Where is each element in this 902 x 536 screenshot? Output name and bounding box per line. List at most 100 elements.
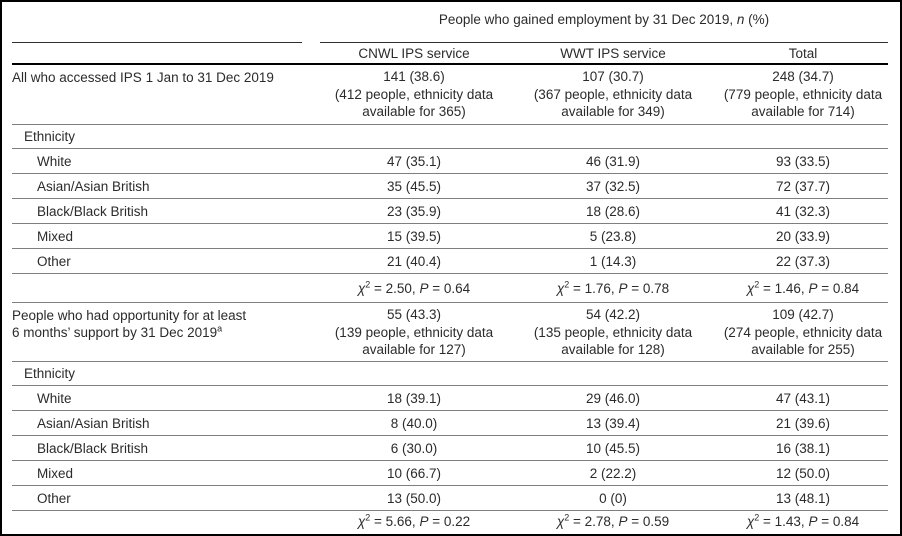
chi-square-cell: χ2 = 1.46, P = 0.84: [746, 279, 860, 296]
data-cell: 109 (42.7) (274 people, ethnicity data ava…: [723, 307, 883, 357]
table-row: Asian/Asian British 35 (45.5) 37 (32.5) 72 …: [12, 174, 888, 199]
data-cell: 93 (33.5): [775, 153, 831, 169]
row-label: Black/Black British: [37, 440, 149, 456]
column-header-wwt: WWT IPS service: [560, 45, 666, 61]
row-label: White: [37, 153, 72, 169]
table-row: Other 21 (40.4) 1 (14.3) 22 (37.3): [12, 249, 888, 274]
data-cell: 22 (37.3): [775, 253, 831, 269]
chi-exponent: 2: [564, 279, 570, 289]
row-label: White: [37, 390, 72, 406]
data-cell: 46 (31.9): [585, 153, 641, 169]
row-label: All who accessed IPS 1 Jan to 31 Dec 201…: [12, 70, 274, 85]
p-symbol: P: [618, 280, 628, 296]
table-row-main: All who accessed IPS 1 Jan to 31 Dec 201…: [12, 65, 888, 125]
group-label-row: Ethnicity: [12, 125, 888, 149]
table-row: White 47 (35.1) 46 (31.9) 93 (33.5): [12, 149, 888, 174]
stub-header-rule: [12, 10, 302, 43]
data-cell: 8 (40.0): [390, 415, 438, 431]
row-label: Other: [37, 490, 71, 506]
chi-symbol: χ: [556, 280, 565, 296]
group-label: Ethnicity: [24, 129, 76, 144]
data-cell: 20 (33.9): [775, 228, 831, 244]
table-row: Mixed 10 (66.7) 2 (22.2) 12 (50.0): [12, 461, 888, 486]
table-row: Other 13 (50.0) 0 (0) 13 (48.1): [12, 486, 888, 511]
chi-symbol: χ: [556, 514, 565, 529]
table-content: People who gained employment by 31 Dec 2…: [2, 2, 888, 533]
chi-exponent: 2: [365, 279, 371, 289]
data-cell: 41 (32.3): [775, 203, 831, 219]
data-cell: 54 (42.2) (135 people, ethnicity data avai…: [533, 307, 693, 357]
data-cell: 10 (66.7): [386, 465, 442, 481]
spanner-italic-n: n: [736, 12, 745, 27]
row-label: Other: [37, 253, 71, 269]
row-label: Asian/Asian British: [37, 415, 150, 431]
chi-exponent: 2: [754, 279, 760, 289]
table-spanner-heading: People who gained employment by 31 Dec 2…: [320, 10, 888, 43]
data-cell: 16 (38.1): [775, 440, 831, 456]
data-cell: 12 (50.0): [775, 465, 831, 481]
group-label-row: Ethnicity: [12, 362, 888, 386]
data-cell: 5 (23.8): [589, 228, 637, 244]
row-label: Asian/Asian British: [37, 178, 150, 194]
data-cell: 0 (0): [599, 490, 627, 506]
chi-square-row: χ2 = 2.50, P = 0.64 χ2 = 1.76, P = 0.78 χ2…: [12, 274, 888, 303]
data-cell: 21 (39.6): [775, 415, 831, 431]
spanner-text: People who gained employment by 31 Dec 2…: [438, 12, 737, 27]
chi-square-row: χ2 = 5.66, P = 0.22 χ2 = 2.78, P = 0.59 χ2…: [12, 511, 888, 533]
chi-square-cell: χ2 = 5.66, P = 0.22: [357, 512, 471, 529]
table-row: White 18 (39.1) 29 (46.0) 47 (43.1): [12, 386, 888, 411]
data-cell: 37 (32.5): [585, 178, 641, 194]
data-cell: 2 (22.2): [589, 465, 637, 481]
data-cell: 47 (43.1): [775, 390, 831, 406]
table-row: Asian/Asian British 8 (40.0) 13 (39.4) 21 (…: [12, 411, 888, 436]
chi-square-cell: χ2 = 1.76, P = 0.78: [556, 279, 670, 296]
column-header-row: CNWL IPS service WWT IPS service Total: [12, 43, 888, 65]
data-cell: 15 (39.5): [386, 228, 442, 244]
table-row: Black/Black British 6 (30.0) 10 (45.5) 16 (…: [12, 436, 888, 461]
chi-exponent: 2: [564, 512, 570, 523]
data-cell: 18 (39.1): [386, 390, 442, 406]
spanner-suffix: (%): [744, 12, 770, 27]
data-cell: 10 (45.5): [585, 440, 641, 456]
data-cell: 18 (28.6): [585, 203, 641, 219]
chi-square-cell: χ2 = 2.78, P = 0.59: [556, 512, 670, 529]
chi-symbol: χ: [746, 280, 755, 296]
column-header-total: Total: [788, 45, 818, 61]
p-symbol: P: [808, 280, 818, 296]
p-symbol: P: [618, 514, 628, 529]
data-cell: 21 (40.4): [386, 253, 442, 269]
table-row-main: People who had opportunity for at least 6…: [12, 303, 888, 362]
footnote-marker: a: [217, 323, 223, 334]
row-label: Mixed: [37, 465, 74, 481]
p-symbol: P: [419, 514, 429, 529]
chi-symbol: χ: [746, 514, 755, 529]
data-cell: 29 (46.0): [585, 390, 641, 406]
data-cell: 13 (48.1): [775, 490, 831, 506]
row-label: Black/Black British: [37, 203, 149, 219]
p-symbol: P: [419, 280, 429, 296]
data-cell: 6 (30.0): [390, 440, 438, 456]
p-symbol: P: [808, 514, 818, 529]
data-cell: 1 (14.3): [589, 253, 637, 269]
chi-exponent: 2: [365, 512, 371, 523]
chi-exponent: 2: [754, 512, 760, 523]
data-cell: 13 (50.0): [386, 490, 442, 506]
table-row: Mixed 15 (39.5) 5 (23.8) 20 (33.9): [12, 224, 888, 249]
data-cell: 248 (34.7) (779 people, ethnicity data ava…: [723, 69, 883, 119]
data-cell: 141 (38.6) (412 people, ethnicity data ava…: [334, 69, 494, 119]
chi-symbol: χ: [357, 280, 366, 296]
data-cell: 107 (30.7) (367 people, ethnicity data ava…: [533, 69, 693, 119]
row-label: People who had opportunity for at least 6…: [12, 308, 247, 340]
chi-square-cell: χ2 = 1.43, P = 0.84: [746, 512, 860, 529]
table-row: Black/Black British 23 (35.9) 18 (28.6) 41 …: [12, 199, 888, 224]
data-cell: 47 (35.1): [386, 153, 442, 169]
row-label: Mixed: [37, 228, 74, 244]
data-cell: 55 (43.3) (139 people, ethnicity data avai…: [334, 307, 494, 357]
data-cell: 13 (39.4): [585, 415, 641, 431]
data-cell: 72 (37.7): [775, 178, 831, 194]
data-cell: 23 (35.9): [386, 203, 442, 219]
spanner-row: People who gained employment by 31 Dec 2…: [12, 10, 888, 43]
group-label: Ethnicity: [24, 366, 76, 381]
chi-square-cell: χ2 = 2.50, P = 0.64: [357, 279, 471, 296]
